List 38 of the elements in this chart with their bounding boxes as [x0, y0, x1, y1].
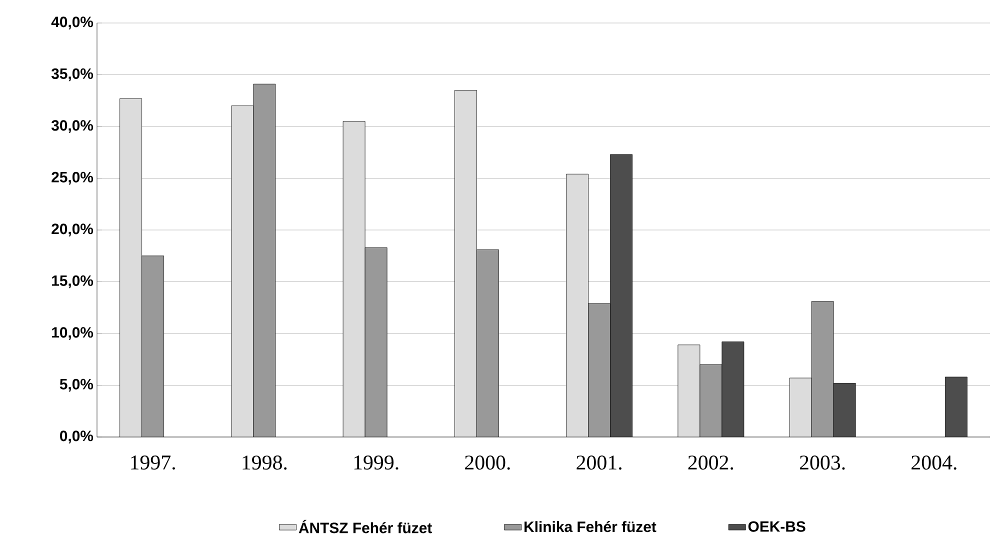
bar	[120, 98, 142, 437]
x-tick-label: 1997.	[131, 456, 175, 470]
bar	[476, 250, 499, 437]
y-tick-label: 15,0%	[52, 275, 94, 288]
bar	[142, 256, 164, 437]
x-tick-label: 2001.	[576, 456, 622, 470]
bar	[944, 376, 968, 437]
legend-label: ÁNTSZ Fehér füzet	[298, 520, 432, 534]
x-tick-label: 2003.	[800, 456, 845, 470]
bar	[231, 106, 254, 437]
x-tick-label: 1998.	[242, 456, 287, 470]
bar	[253, 84, 276, 437]
bar	[678, 344, 700, 437]
bar	[365, 248, 388, 437]
y-tick-label: 40,0%	[51, 16, 94, 30]
y-tick-label: 10,0%	[52, 327, 94, 340]
y-tick-label: 25,0%	[52, 172, 94, 185]
bar	[343, 121, 366, 437]
legend-label: OEK-BS	[748, 521, 806, 532]
x-tick-label: 2004.	[912, 456, 956, 470]
bar	[700, 364, 722, 437]
legend-label: Klinika Fehér füzet	[524, 520, 656, 532]
x-tick-label: 2002.	[688, 456, 734, 470]
bar	[834, 383, 856, 437]
bar	[588, 303, 610, 437]
bar	[566, 174, 588, 437]
bar	[610, 154, 632, 437]
bar	[454, 90, 477, 437]
y-tick-label: 20,0%	[52, 224, 94, 236]
bar	[722, 342, 744, 437]
bar	[789, 378, 812, 437]
bar	[811, 301, 834, 437]
y-tick-label: 35,0%	[51, 68, 94, 82]
y-tick-label: 30,0%	[51, 120, 94, 133]
y-tick-label: 5,0%	[60, 378, 94, 392]
x-tick-label: 2000.	[465, 456, 510, 470]
y-tick-label: 0,0%	[60, 430, 94, 444]
x-tick-label: 1999.	[354, 456, 398, 470]
